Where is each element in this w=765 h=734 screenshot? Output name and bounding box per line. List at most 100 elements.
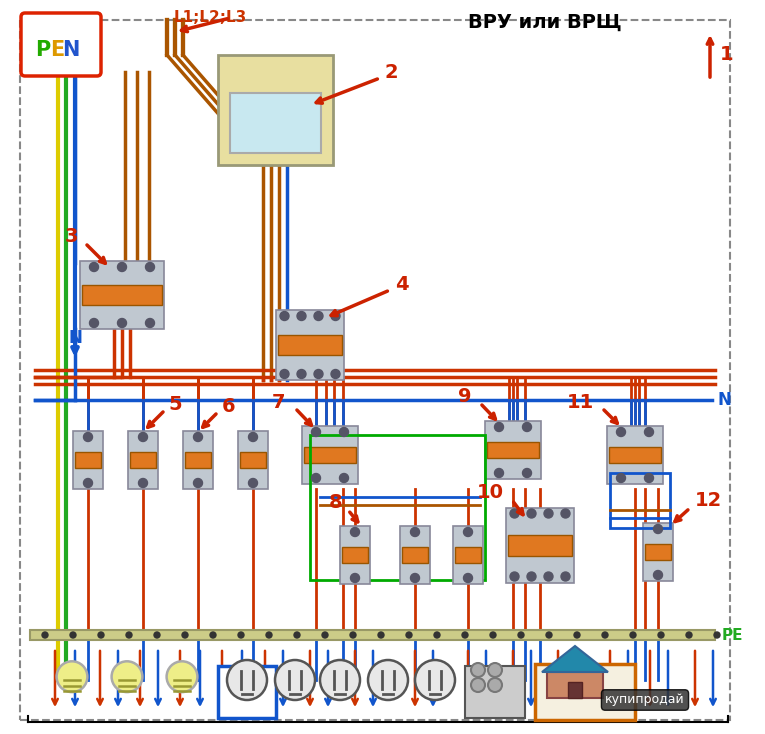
Circle shape [57, 661, 87, 692]
Circle shape [488, 663, 502, 677]
Circle shape [314, 369, 323, 379]
Bar [453, 526, 483, 584]
Bar [547, 672, 603, 698]
Circle shape [653, 570, 662, 580]
Circle shape [297, 311, 306, 321]
Circle shape [294, 632, 300, 638]
Circle shape [194, 479, 203, 487]
Bar [485, 421, 541, 479]
Text: E: E [50, 40, 64, 60]
Circle shape [714, 632, 720, 638]
Circle shape [510, 572, 519, 581]
Bar [487, 442, 539, 458]
Circle shape [411, 528, 419, 537]
Circle shape [331, 369, 340, 379]
Text: N: N [68, 329, 82, 347]
Circle shape [494, 468, 503, 478]
Bar [218, 55, 333, 165]
Circle shape [522, 423, 532, 432]
Circle shape [275, 660, 315, 700]
Circle shape [70, 632, 76, 638]
Bar [643, 523, 673, 581]
Circle shape [340, 427, 349, 437]
Circle shape [644, 427, 653, 437]
Circle shape [574, 632, 580, 638]
Text: 2: 2 [385, 64, 399, 82]
Circle shape [280, 369, 289, 379]
Bar [455, 547, 481, 563]
Circle shape [350, 528, 360, 537]
Bar [128, 431, 158, 489]
Circle shape [266, 632, 272, 638]
Circle shape [658, 632, 664, 638]
Bar [340, 526, 370, 584]
Bar [238, 431, 268, 489]
Bar [304, 447, 356, 463]
Circle shape [546, 632, 552, 638]
Bar [402, 547, 428, 563]
Circle shape [368, 660, 408, 700]
Bar [30, 630, 715, 640]
Text: P: P [35, 40, 50, 60]
Bar [609, 447, 661, 463]
Circle shape [98, 632, 104, 638]
Bar [607, 426, 663, 484]
Circle shape [182, 632, 188, 638]
Circle shape [488, 678, 502, 692]
Circle shape [510, 509, 519, 518]
Circle shape [138, 479, 148, 487]
Text: 9: 9 [458, 387, 472, 405]
Circle shape [167, 661, 197, 692]
Circle shape [561, 509, 570, 518]
Circle shape [644, 473, 653, 482]
Circle shape [522, 468, 532, 478]
Text: 3: 3 [64, 228, 78, 247]
Text: PE: PE [722, 628, 744, 642]
Bar [535, 664, 635, 720]
Bar [568, 682, 582, 698]
Text: L1;L2;L3: L1;L2;L3 [174, 10, 246, 26]
Bar [82, 286, 162, 305]
Circle shape [118, 319, 126, 327]
Circle shape [118, 263, 126, 272]
Bar [302, 426, 358, 484]
FancyBboxPatch shape [21, 13, 101, 76]
Text: 4: 4 [395, 275, 409, 294]
Circle shape [686, 632, 692, 638]
Circle shape [320, 660, 360, 700]
Circle shape [471, 678, 485, 692]
Bar [342, 547, 368, 563]
Text: 7: 7 [272, 393, 285, 412]
Circle shape [145, 263, 155, 272]
Circle shape [314, 311, 323, 321]
Text: N: N [718, 391, 732, 409]
Bar [276, 310, 344, 380]
Text: 5: 5 [168, 396, 181, 415]
Circle shape [617, 427, 626, 437]
Bar [610, 473, 670, 528]
Circle shape [602, 632, 608, 638]
Text: ВРУ или ВРЩ: ВРУ или ВРЩ [468, 12, 622, 32]
Circle shape [350, 573, 360, 583]
Text: 8: 8 [328, 493, 342, 512]
Text: купипродай: купипродай [605, 694, 685, 707]
Text: N: N [62, 40, 80, 60]
Text: 6: 6 [222, 398, 236, 416]
Circle shape [617, 473, 626, 482]
Circle shape [83, 479, 93, 487]
Circle shape [322, 632, 328, 638]
Circle shape [464, 528, 473, 537]
Circle shape [42, 632, 48, 638]
Bar [310, 435, 485, 580]
Circle shape [494, 423, 503, 432]
Circle shape [490, 632, 496, 638]
Circle shape [138, 432, 148, 441]
Circle shape [311, 427, 321, 437]
Circle shape [471, 663, 485, 677]
Text: 12: 12 [695, 492, 722, 511]
Circle shape [411, 573, 419, 583]
Circle shape [340, 473, 349, 482]
Circle shape [434, 632, 440, 638]
Circle shape [331, 311, 340, 321]
Circle shape [145, 319, 155, 327]
